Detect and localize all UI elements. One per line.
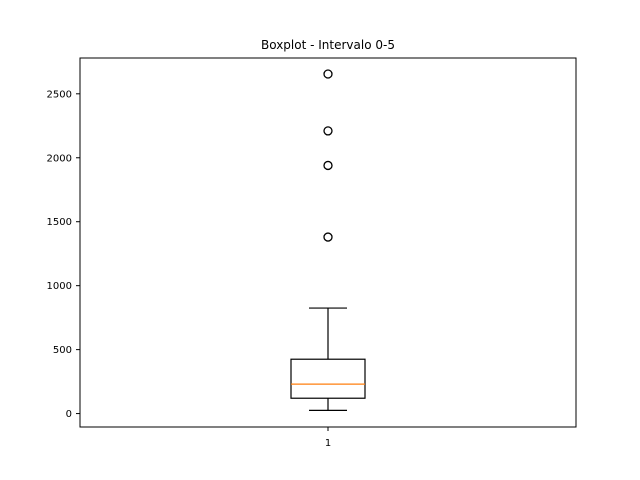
y-tick-label: 1000 <box>47 281 72 292</box>
y-tick-label: 2000 <box>47 153 72 164</box>
chart-title: Boxplot - Intervalo 0-5 <box>261 38 395 52</box>
outlier-point <box>323 232 333 242</box>
y-tick-label: 1500 <box>47 217 72 228</box>
outlier-point <box>323 126 333 136</box>
interquartile-box <box>290 358 366 399</box>
y-tick-label: 500 <box>53 345 72 356</box>
outlier-point <box>323 69 333 79</box>
plot-area: 0 500 1000 1500 2000 2500 1 <box>47 57 577 449</box>
outlier-point <box>323 160 333 171</box>
y-tick-label: 2500 <box>47 89 72 100</box>
x-tick-label: 1 <box>325 438 331 449</box>
y-tick-label: 0 <box>66 409 72 420</box>
